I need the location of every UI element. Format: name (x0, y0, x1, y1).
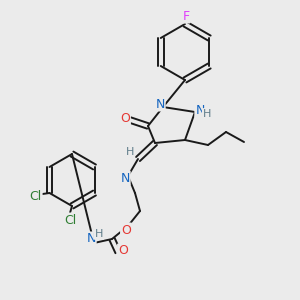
Text: H: H (203, 109, 211, 119)
Text: Cl: Cl (64, 214, 76, 226)
Text: N: N (86, 232, 96, 245)
Text: N: N (155, 98, 165, 110)
Text: O: O (121, 224, 131, 236)
Text: F: F (182, 10, 190, 22)
Text: H: H (126, 147, 134, 157)
Text: O: O (120, 112, 130, 124)
Text: H: H (95, 229, 103, 239)
Text: O: O (118, 244, 128, 257)
Text: N: N (120, 172, 130, 184)
Text: Cl: Cl (29, 190, 42, 202)
Text: N: N (195, 103, 205, 116)
